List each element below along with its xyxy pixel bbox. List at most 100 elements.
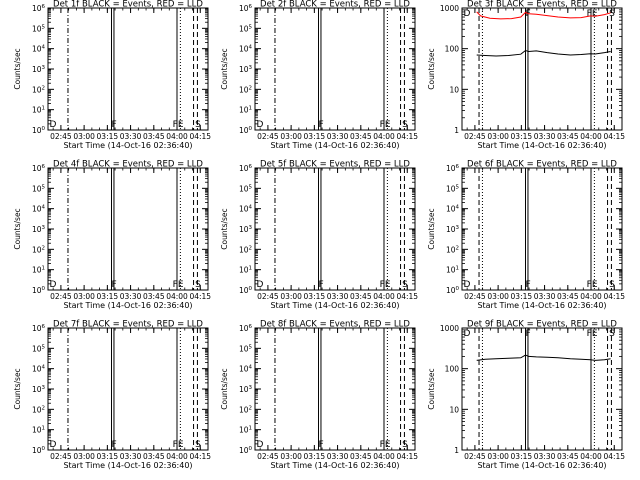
x-tick-label: 04:00 [373,292,395,301]
panel-title: Det 9f BLACK = Events, RED = LLD [467,320,617,330]
y-tick-label: 1 [454,446,459,455]
marker-letter: F [111,280,116,290]
panel-7: Det 7f BLACK = Events, RED = LLD 100 101 10… [13,320,211,471]
marker-letter: FE [587,9,598,19]
x-tick-label: 02:45 [464,292,486,301]
x-tick-label: 04:15 [396,292,418,301]
y-tick-label: 102 [32,405,45,414]
x-tick-label: 03:15 [97,132,119,141]
marker-letter: D [257,440,264,450]
x-tick-label: 03:30 [534,452,556,461]
x-tick-label: 03:30 [534,292,556,301]
y-tick-label: 102 [239,405,252,414]
marker-letter: FE [380,440,391,450]
y-tick-label: 104 [239,205,253,214]
y-axis-label: Counts/sec [427,208,436,249]
y-tick-label: 100 [239,126,253,135]
y-tick-label: 100 [445,45,460,54]
x-tick-label: 02:45 [464,132,486,141]
x-axis-label: Start Time (14-Oct-16 02:36:40) [477,461,606,470]
x-tick-label: 04:00 [166,452,188,461]
marker-letter: S [609,9,615,19]
marker-letter: F [318,120,323,130]
x-tick-label: 03:15 [304,292,326,301]
x-tick-label: 02:45 [50,292,72,301]
y-axis-label: Counts/sec [220,368,229,409]
marker-letter: S [402,440,408,450]
x-tick-label: 03:00 [73,292,95,301]
y-tick-label: 102 [32,85,45,94]
y-tick-label: 105 [239,344,253,353]
y-tick-label: 104 [446,205,460,214]
x-tick-label: 02:45 [464,452,486,461]
panel-8: Det 8f BLACK = Events, RED = LLD 100 101 10… [220,320,418,471]
marker-letter: D [50,280,57,290]
y-axis-label: Counts/sec [13,368,22,409]
marker-letter: D [257,280,264,290]
marker-letter: F [318,280,323,290]
panel-6: Det 6f BLACK = Events, RED = LLD 100 101 10… [427,160,625,311]
panel-title: Det 7f BLACK = Events, RED = LLD [53,320,203,330]
x-tick-label: 04:00 [373,132,395,141]
x-tick-label: 04:00 [580,292,602,301]
x-axis-label: Start Time (14-Oct-16 02:36:40) [477,141,606,150]
y-tick-label: 100 [239,446,253,455]
marker-letter: FE [173,120,184,130]
y-tick-label: 106 [239,164,253,173]
marker-letter: S [402,120,408,130]
x-tick-label: 04:00 [166,132,188,141]
plot-frame [461,327,623,451]
x-axis-label: Start Time (14-Oct-16 02:36:40) [270,461,399,470]
x-tick-label: 02:45 [257,132,279,141]
marker-letter: FE [587,280,598,290]
x-tick-label: 03:45 [143,132,165,141]
y-tick-label: 104 [239,365,253,374]
x-tick-label: 03:30 [534,132,556,141]
y-tick-label: 105 [32,24,46,33]
y-tick-label: 103 [239,225,253,234]
x-tick-label: 03:15 [97,292,119,301]
y-tick-label: 105 [446,184,460,193]
x-tick-label: 03:30 [327,132,349,141]
x-tick-label: 04:15 [189,132,211,141]
y-tick-label: 103 [32,65,46,74]
marker-letter: F [525,280,530,290]
x-tick-label: 03:45 [143,452,165,461]
plot-frame [47,327,209,451]
y-tick-label: 106 [239,4,253,13]
y-tick-label: 103 [239,385,253,394]
y-tick-label: 106 [446,164,460,173]
y-tick-label: 103 [32,385,46,394]
y-tick-label: 103 [239,65,253,74]
x-tick-label: 04:15 [603,292,625,301]
x-tick-label: 03:00 [73,132,95,141]
x-tick-label: 03:45 [557,452,579,461]
plot-frame [47,7,209,131]
y-tick-label: 104 [32,365,46,374]
y-tick-label: 102 [32,245,45,254]
marker-letter: F [525,329,530,339]
x-axis-label: Start Time (14-Oct-16 02:36:40) [63,301,192,310]
y-tick-label: 101 [239,426,252,435]
x-tick-label: 03:00 [280,132,302,141]
y-tick-label: 1000 [440,4,459,13]
x-axis-label: Start Time (14-Oct-16 02:36:40) [270,141,399,150]
plot-frame [254,167,416,291]
marker-letter: FE [380,280,391,290]
y-tick-label: 105 [239,24,253,33]
panel-9: Det 9f BLACK = Events, RED = LLD 1 10 100 10… [427,320,625,471]
x-tick-label: 03:00 [280,452,302,461]
marker-letter: S [402,280,408,290]
y-tick-label: 102 [446,245,459,254]
x-tick-label: 03:15 [511,292,533,301]
x-tick-label: 03:45 [350,452,372,461]
y-tick-label: 1000 [440,324,459,333]
x-tick-label: 04:15 [603,132,625,141]
panel-5: Det 5f BLACK = Events, RED = LLD 100 101 10… [220,160,418,311]
x-tick-label: 03:00 [73,452,95,461]
plot-frame [461,167,623,291]
y-tick-label: 101 [239,266,252,275]
y-tick-label: 101 [239,106,252,115]
x-tick-label: 04:00 [580,132,602,141]
